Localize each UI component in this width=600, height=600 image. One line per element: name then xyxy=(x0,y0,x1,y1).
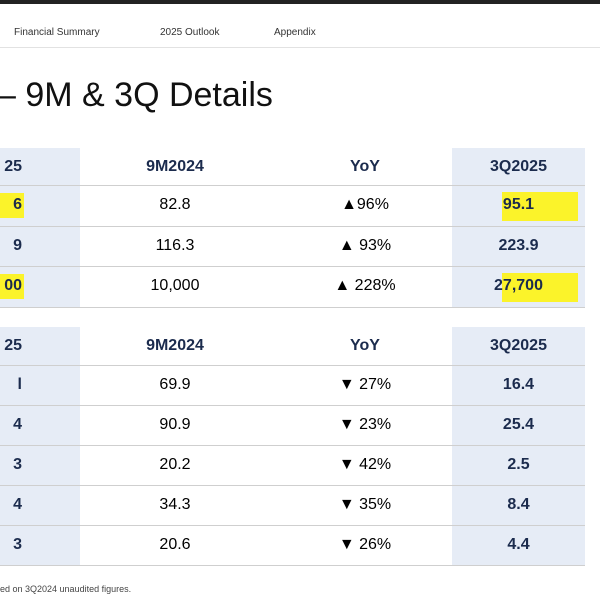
highlight xyxy=(0,193,24,218)
table-cell: ▼ 35% xyxy=(338,496,392,513)
column-header: 9M2024 xyxy=(146,157,204,175)
table-cell: 2.5 xyxy=(507,456,530,473)
column-header: 25 xyxy=(4,337,22,354)
table-cell: 34.3 xyxy=(159,496,191,513)
column-header: YoY xyxy=(350,337,380,354)
table-cell: 223.9 xyxy=(498,236,539,254)
table-cell: 9 xyxy=(13,236,22,254)
table-cell: 10,000 xyxy=(150,277,200,295)
table-cell: ▲ 228% xyxy=(334,277,396,295)
table-cell: 95.1 xyxy=(502,196,535,214)
row-rule xyxy=(0,185,585,186)
highlight xyxy=(502,192,578,221)
highlight xyxy=(502,273,578,302)
table-cell: 82.8 xyxy=(159,196,191,214)
table-cell: 4.4 xyxy=(507,536,530,553)
row-rule xyxy=(0,445,585,446)
table-cell: l xyxy=(17,376,22,393)
column-header: YoY xyxy=(350,157,380,175)
table-cell: 8.4 xyxy=(507,496,530,513)
table-cell: 25.4 xyxy=(502,416,535,433)
table-cell: ▼ 42% xyxy=(338,456,392,473)
table-cell: 16.4 xyxy=(502,376,535,393)
row-rule xyxy=(0,365,585,366)
row-rule xyxy=(0,485,585,486)
table-cell: 3 xyxy=(13,536,22,553)
row-rule xyxy=(0,525,585,526)
table-cell: 116.3 xyxy=(155,236,195,254)
table-cell: ▲96% xyxy=(341,196,389,214)
row-rule xyxy=(0,565,585,566)
table-cell: 27,700 xyxy=(494,277,543,295)
table-cell: 20.6 xyxy=(159,536,191,553)
nav-divider xyxy=(0,47,600,48)
top-bar xyxy=(0,0,600,4)
table-cell: 20.2 xyxy=(159,456,191,473)
table-cell: 6 xyxy=(13,196,22,214)
row-rule xyxy=(0,225,585,227)
column-header: 3Q2025 xyxy=(490,157,547,175)
table-cell: 69.9 xyxy=(159,376,191,393)
nav-tab[interactable]: 2025 Outlook xyxy=(160,27,220,38)
slide-title: – 9M & 3Q Details xyxy=(0,76,273,114)
table-cell: ▼ 27% xyxy=(338,376,392,393)
row-rule xyxy=(0,405,585,406)
table-cell: ▲ 93% xyxy=(338,236,392,254)
table-cell: 3 xyxy=(13,456,22,473)
nav-tab[interactable]: Appendix xyxy=(274,27,316,38)
highlight xyxy=(0,274,24,299)
table-cell: 4 xyxy=(13,416,22,433)
table-cell: 4 xyxy=(13,496,22,513)
table-cell: 00 xyxy=(4,277,22,295)
footnote: ed on 3Q2024 unaudited figures. xyxy=(0,584,132,594)
nav-tab[interactable]: Financial Summary xyxy=(14,27,100,38)
table-cell: 90.9 xyxy=(159,416,191,433)
column-header: 25 xyxy=(4,157,22,175)
row-rule xyxy=(0,266,585,267)
column-header: 9M2024 xyxy=(146,337,204,354)
row-rule xyxy=(0,306,585,308)
table-cell: ▼ 26% xyxy=(338,536,392,553)
table-cell: ▼ 23% xyxy=(338,416,392,433)
column-header: 3Q2025 xyxy=(490,337,547,354)
